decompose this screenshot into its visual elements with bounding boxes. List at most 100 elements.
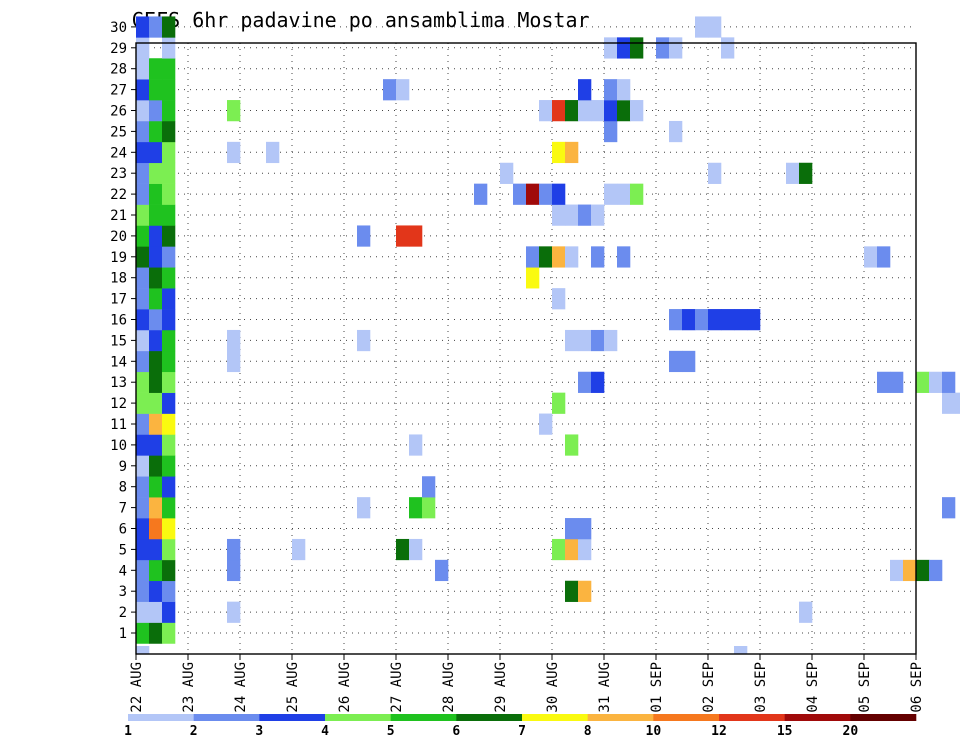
heatmap-cell — [136, 559, 150, 582]
heatmap-cell — [578, 100, 592, 122]
heatmap-cell — [149, 476, 163, 498]
heatmap-cell — [162, 37, 176, 59]
heatmap-cell — [552, 288, 566, 310]
heatmap-cell — [227, 559, 241, 582]
heatmap-cell — [799, 162, 813, 184]
heatmap-cell — [617, 183, 631, 205]
x-tick-label: 04 SEP — [805, 662, 821, 713]
heatmap-cell — [578, 580, 592, 602]
heatmap-cell — [708, 309, 722, 331]
y-tick-label: 21 — [110, 208, 127, 224]
heatmap-cell — [721, 37, 735, 59]
heatmap-cell — [162, 162, 176, 184]
heatmap-cell — [149, 58, 163, 80]
heatmap-cell — [136, 288, 150, 310]
heatmap-cell — [162, 204, 176, 226]
heatmap-cell — [136, 646, 150, 654]
y-tick-label: 5 — [119, 542, 127, 558]
heatmap-cell — [526, 267, 540, 289]
y-tick-label: 24 — [110, 145, 127, 161]
colorbar-label: 20 — [843, 724, 859, 739]
plot-frame — [135, 42, 917, 655]
colorbar-label: 2 — [190, 724, 198, 739]
colorbar-label: 4 — [321, 724, 329, 739]
heatmap-cell — [162, 350, 176, 373]
heatmap-cell — [136, 601, 150, 623]
heatmap-cell — [591, 100, 605, 122]
heatmap-cell — [136, 37, 150, 59]
y-tick-label: 9 — [119, 459, 127, 475]
y-tick-label: 16 — [110, 313, 127, 329]
heatmap-cell — [136, 79, 150, 101]
heatmap-cell — [617, 100, 631, 122]
heatmap-cell — [578, 329, 592, 352]
heatmap-cell — [227, 100, 241, 122]
heatmap-cell — [695, 16, 709, 38]
x-tick-label: 06 SEP — [909, 662, 925, 713]
x-tick-label: 22 AUG — [129, 662, 145, 713]
y-tick-label: 2 — [119, 605, 127, 621]
heatmap-cell — [162, 100, 176, 122]
y-tick-label: 20 — [110, 229, 127, 245]
heatmap-cell — [383, 79, 397, 101]
colorbar: 1 2 3 4 5 6 7 8 10 12 15 20 — [124, 714, 917, 739]
x-tick-label: 24 AUG — [233, 662, 249, 713]
heatmap-cell — [565, 246, 579, 268]
heatmap-cell — [136, 434, 150, 456]
heatmap-cell — [162, 288, 176, 310]
heatmap-cell — [136, 329, 150, 352]
heatmap-cell — [136, 476, 150, 498]
heatmap-cell — [162, 120, 176, 143]
y-tick-label: 14 — [110, 354, 127, 370]
heatmap-cell — [136, 225, 150, 247]
heatmap-cell — [357, 329, 371, 352]
heatmap-cell — [136, 120, 150, 143]
heatmap-cell — [604, 183, 618, 205]
heatmap-cell — [734, 646, 748, 654]
heatmap-cell — [149, 518, 163, 540]
grid-lines — [136, 26, 916, 654]
y-tick-label: 22 — [110, 187, 127, 203]
x-tick-label: 29 AUG — [493, 662, 509, 713]
y-tick-label: 23 — [110, 166, 127, 182]
heatmap-cell — [136, 518, 150, 540]
heatmap-cell — [396, 538, 410, 561]
heatmap-cell — [162, 58, 176, 80]
heatmap-cell — [162, 538, 176, 561]
heatmap-cell — [942, 497, 956, 519]
x-tick-label: 26 AUG — [337, 662, 353, 713]
colorbar-segment — [456, 714, 523, 721]
heatmap-cell — [227, 141, 241, 164]
heatmap-cell — [162, 246, 176, 268]
heatmap-cell — [136, 350, 150, 373]
heatmap-cell — [591, 371, 605, 393]
colorbar-label: 8 — [584, 724, 592, 739]
heatmap-cell — [552, 246, 566, 268]
heatmap-cell — [227, 538, 241, 561]
heatmap-cell — [149, 350, 163, 373]
heatmap-cell — [942, 392, 956, 414]
colorbar-segment — [653, 714, 720, 721]
heatmap-cell — [630, 37, 644, 59]
heatmap-cell — [721, 309, 735, 331]
heatmap-cell — [162, 183, 176, 205]
heatmap-cell — [552, 141, 566, 164]
heatmap-cell — [617, 79, 631, 101]
x-tick-label: 01 SEP — [649, 662, 665, 713]
heatmap-cell — [162, 559, 176, 582]
y-tick-label: 4 — [119, 563, 127, 579]
heatmap-cell — [162, 434, 176, 456]
x-tick-label: 27 AUG — [389, 662, 405, 713]
colorbar-label: 6 — [452, 724, 460, 739]
heatmap-cell — [578, 371, 592, 393]
colorbar-label: 3 — [255, 724, 263, 739]
heatmap-cell — [604, 37, 618, 59]
heatmap-cell — [136, 141, 150, 164]
heatmap-cell — [565, 329, 579, 352]
colorbar-label: 7 — [518, 724, 526, 739]
heatmap-cell — [916, 371, 930, 393]
y-tick-label: 3 — [119, 584, 127, 600]
heatmap-cell — [396, 79, 410, 101]
heatmap-cell — [136, 183, 150, 205]
